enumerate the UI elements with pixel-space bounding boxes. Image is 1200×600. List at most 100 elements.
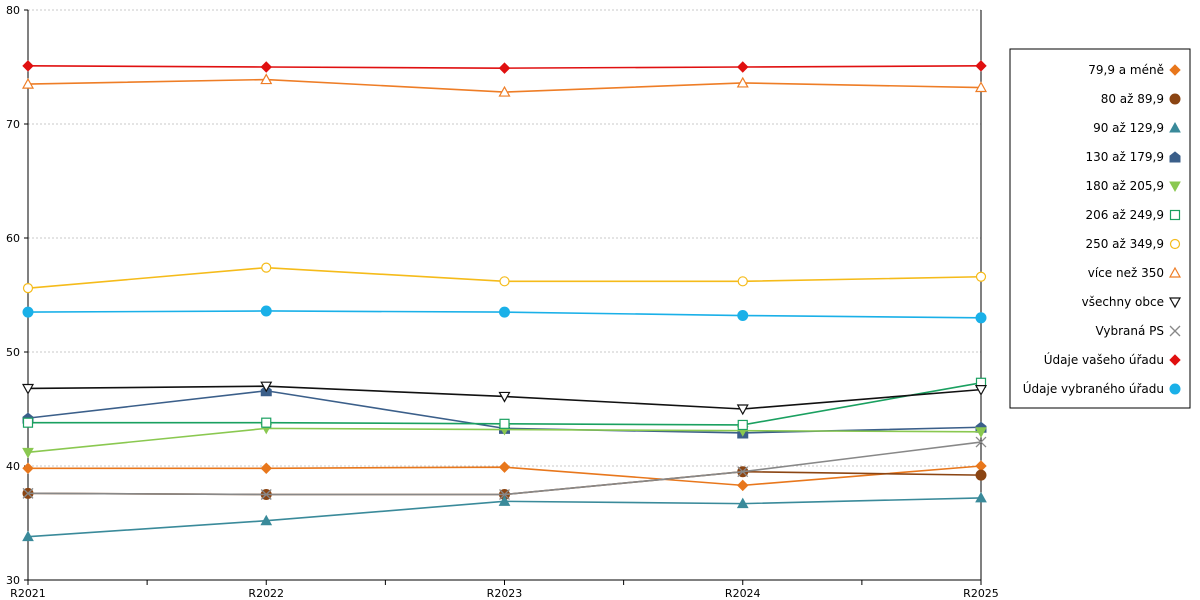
series-8 bbox=[21, 381, 988, 416]
legend: 79,9 a méně 80 až 89,9 90 až 129,9 130 až 1… bbox=[1009, 48, 1191, 409]
legend-marker bbox=[1169, 93, 1181, 105]
data-point bbox=[499, 489, 510, 500]
legend-item: 206 až 249,9 bbox=[1085, 208, 1181, 222]
data-point bbox=[498, 85, 511, 97]
series-4 bbox=[22, 423, 987, 459]
series-10 bbox=[22, 60, 987, 74]
data-point bbox=[260, 462, 272, 474]
data-point bbox=[260, 73, 273, 85]
series-5 bbox=[22, 377, 987, 431]
legend-label: 206 až 249,9 bbox=[1085, 208, 1164, 222]
series-2 bbox=[22, 491, 987, 542]
data-point bbox=[974, 81, 988, 93]
data-point bbox=[261, 417, 272, 428]
legend-item: všechny obce bbox=[1082, 295, 1182, 309]
x-tick-label: R2023 bbox=[487, 587, 523, 600]
data-point bbox=[498, 391, 511, 403]
legend-label: 130 až 179,9 bbox=[1085, 150, 1164, 164]
data-point bbox=[737, 276, 748, 287]
data-point bbox=[22, 417, 34, 428]
data-point bbox=[975, 469, 987, 481]
data-point bbox=[22, 487, 34, 499]
data-point bbox=[975, 60, 987, 72]
legend-marker bbox=[1169, 238, 1181, 250]
data-point bbox=[975, 271, 987, 282]
y-axis-tick-labels: 30 40 50 60 70 80 bbox=[6, 4, 20, 587]
legend-item: 90 až 129,9 bbox=[1093, 121, 1181, 135]
y-tick-label: 80 bbox=[6, 4, 20, 17]
legend-label: 80 až 89,9 bbox=[1101, 92, 1164, 106]
series-line bbox=[28, 381, 982, 426]
axes bbox=[24, 9, 982, 585]
series-layer bbox=[21, 60, 988, 542]
data-point bbox=[22, 60, 34, 72]
data-point bbox=[260, 61, 272, 73]
legend-item: 250 až 349,9 bbox=[1085, 237, 1181, 251]
data-point bbox=[736, 404, 749, 416]
data-point bbox=[737, 479, 749, 492]
data-point bbox=[975, 427, 987, 438]
data-point bbox=[737, 419, 748, 431]
data-point bbox=[21, 383, 35, 395]
data-point bbox=[737, 310, 749, 322]
legend-item: 80 až 89,9 bbox=[1101, 92, 1181, 106]
y-tick-label: 70 bbox=[6, 118, 20, 131]
y-tick-label: 50 bbox=[6, 346, 20, 359]
legend-marker bbox=[1169, 354, 1181, 366]
data-point bbox=[498, 62, 511, 74]
data-point bbox=[975, 491, 987, 503]
legend-item: Údaje vybraného úřadu bbox=[1023, 381, 1181, 396]
data-point bbox=[499, 306, 510, 318]
data-point bbox=[22, 447, 34, 459]
series-0 bbox=[22, 460, 987, 492]
legend-item: 180 až 205,9 bbox=[1085, 179, 1181, 193]
y-tick-label: 40 bbox=[6, 460, 20, 473]
data-point bbox=[975, 460, 987, 472]
legend-item: 130 až 179,9 bbox=[1085, 150, 1181, 164]
data-point bbox=[499, 418, 510, 429]
legend-marker bbox=[1169, 64, 1181, 76]
legend-label: 90 až 129,9 bbox=[1093, 121, 1164, 135]
legend-marker bbox=[1169, 209, 1181, 221]
x-tick-label: R2024 bbox=[725, 587, 761, 600]
y-tick-label: 30 bbox=[6, 574, 20, 587]
data-point bbox=[737, 466, 749, 478]
legend-label: 250 až 349,9 bbox=[1085, 237, 1164, 251]
legend-marker bbox=[1169, 181, 1181, 193]
legend-marker bbox=[1169, 383, 1181, 395]
legend-item: Vybraná PS bbox=[1095, 324, 1181, 338]
data-point bbox=[498, 495, 511, 506]
data-point bbox=[22, 306, 34, 318]
legend-marker bbox=[1169, 151, 1181, 163]
data-point bbox=[260, 305, 272, 317]
legend-box bbox=[1009, 48, 1191, 409]
series-7 bbox=[21, 73, 988, 97]
data-point bbox=[499, 276, 510, 287]
legend-marker bbox=[1169, 325, 1181, 337]
legend-label: 180 až 205,9 bbox=[1085, 179, 1164, 193]
legend-label: Vybraná PS bbox=[1095, 324, 1164, 338]
x-tick-label: R2021 bbox=[10, 587, 46, 600]
data-point bbox=[22, 530, 34, 542]
legend-marker bbox=[1169, 121, 1181, 133]
legend-item: více než 350 bbox=[1088, 266, 1182, 280]
legend-item: Údaje vašeho úřadu bbox=[1044, 352, 1181, 367]
y-tick-label: 60 bbox=[6, 232, 20, 245]
data-point bbox=[736, 76, 749, 88]
series-11 bbox=[22, 305, 987, 324]
data-point bbox=[260, 489, 272, 500]
data-point bbox=[975, 312, 987, 324]
data-point bbox=[736, 497, 749, 509]
legend-label: všechny obce bbox=[1082, 295, 1164, 309]
data-point bbox=[260, 514, 273, 526]
legend-marker bbox=[1168, 297, 1182, 309]
data-point bbox=[737, 61, 749, 73]
data-point bbox=[22, 283, 34, 294]
data-point bbox=[260, 381, 273, 393]
x-tick-label: R2025 bbox=[963, 587, 999, 600]
series-6 bbox=[22, 262, 987, 294]
data-point bbox=[21, 77, 35, 89]
legend-item: 79,9 a méně bbox=[1088, 63, 1181, 77]
series-9 bbox=[22, 436, 987, 500]
x-axis-tick-labels: R2021 R2022 R2023 R2024 R2025 bbox=[10, 587, 999, 600]
